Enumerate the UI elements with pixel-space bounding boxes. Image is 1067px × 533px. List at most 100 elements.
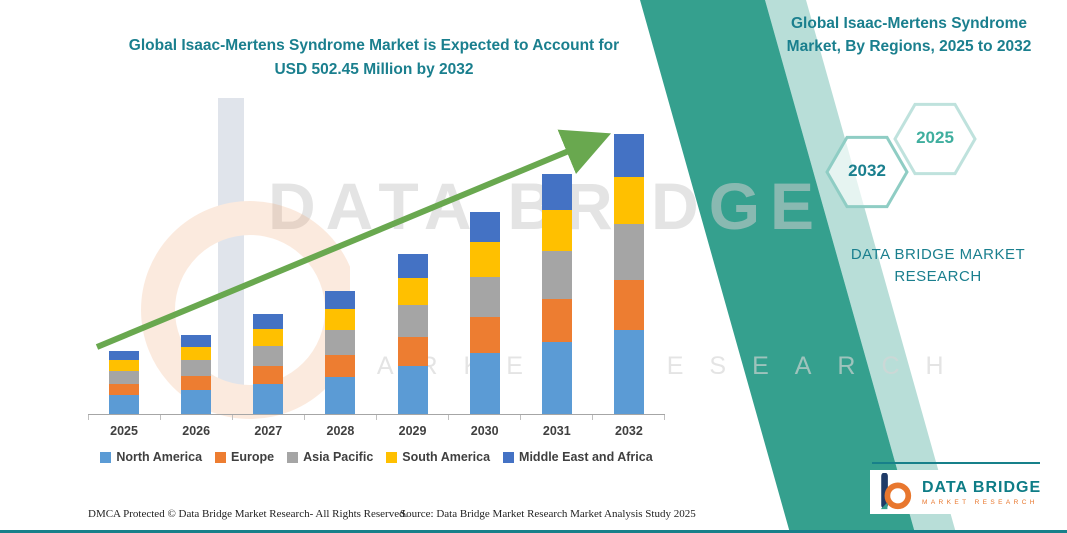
bar-column: [541, 174, 572, 414]
right-panel-brand-caption: DATA BRIDGE MARKET RESEARCH: [850, 246, 1026, 285]
bar-column: [109, 351, 140, 414]
bar-segment: [469, 353, 500, 414]
bar-segment: [253, 366, 284, 384]
bars-area: [88, 120, 665, 415]
bar-segment: [325, 309, 356, 330]
bar-column: [253, 314, 284, 414]
x-axis-tick: [161, 415, 233, 420]
bar-segment: [469, 212, 500, 242]
brand-logo-name: DATA BRIDGE: [922, 478, 1042, 496]
bar-segment: [253, 329, 284, 346]
bar-segment: [613, 177, 644, 224]
x-axis-label: 2028: [326, 424, 355, 438]
data-bridge-logo-icon: [880, 473, 912, 510]
legend-item: Asia Pacific: [287, 450, 373, 464]
bar-segment: [253, 314, 284, 329]
bar-segment: [613, 330, 644, 414]
legend-label: Asia Pacific: [303, 450, 374, 464]
bar-segment: [109, 360, 140, 371]
bar-segment: [541, 342, 572, 414]
bar-segment: [181, 390, 212, 414]
legend-swatch: [215, 451, 227, 463]
bar-column: [469, 212, 500, 414]
bar-segment: [397, 305, 428, 337]
right-panel-title: Global Isaac-Mertens Syndrome Market, By…: [786, 15, 1032, 56]
bar-segment: [181, 335, 212, 347]
bar-segment: [109, 384, 140, 395]
x-axis-label: 2025: [110, 424, 138, 438]
x-axis-ticks: [88, 415, 665, 420]
bar-segment: [181, 360, 212, 376]
legend-label: Europe: [231, 450, 275, 464]
bar-segment: [181, 347, 212, 360]
footer-dmca-text: DMCA Protected © Data Bridge Market Rese…: [88, 508, 408, 520]
bottom-accent-rule: [0, 530, 1067, 533]
bar-segment: [325, 377, 356, 414]
legend-item: North America: [100, 450, 202, 464]
bar-segment: [613, 134, 644, 177]
teal-diagonal-band-light: [765, 0, 956, 533]
brand-logo-texts: DATA BRIDGE MARKET RESEARCH: [922, 479, 1041, 506]
hexagon-2025-label: 2025: [916, 128, 954, 147]
legend-item: Europe: [215, 450, 274, 464]
logo-divider-rule: [872, 462, 1040, 464]
legend-swatch: [503, 451, 515, 463]
bar-segment: [613, 224, 644, 280]
chart-plot: 2025 2026 2027 2028 2029 2030 2031 2032: [88, 120, 665, 438]
bar-segment: [469, 242, 500, 277]
x-axis-label: 2032: [615, 424, 643, 438]
bar-segment: [109, 351, 140, 360]
x-axis-label: 2026: [182, 424, 211, 438]
bar-segment: [541, 210, 572, 251]
teal-diagonal-band: [640, 0, 915, 533]
x-axis-label: 2027: [254, 424, 283, 438]
bar-segment: [397, 337, 428, 366]
x-axis-tick: [305, 415, 377, 420]
bar-column: [325, 291, 356, 414]
bar-segment: [541, 299, 572, 342]
legend-label: North America: [116, 450, 203, 464]
bar-segment: [397, 366, 428, 414]
x-axis-label: 2029: [398, 424, 427, 438]
legend-swatch: [386, 451, 398, 463]
hexagon-2032-shape: [825, 135, 909, 209]
bar-column: [397, 254, 428, 414]
bar-segment: [541, 174, 572, 210]
bar-segment: [181, 376, 212, 390]
legend-item: Middle East and Africa: [503, 450, 653, 464]
bar-segment: [469, 277, 500, 317]
x-axis-label: 2031: [542, 424, 571, 438]
bar-segment: [109, 395, 140, 414]
bar-segment: [613, 280, 644, 330]
legend-item: South America: [386, 450, 490, 464]
bar-segment: [397, 278, 428, 305]
bar-segment: [325, 291, 356, 309]
trend-arrow-icon: [95, 129, 612, 350]
legend-swatch: [100, 451, 112, 463]
trend-arrow-line: [95, 129, 612, 350]
brand-logo-tagline: MARKET RESEARCH: [922, 498, 1038, 506]
legend-label: Middle East and Africa: [519, 450, 653, 464]
bar-segment: [541, 251, 572, 299]
chart-title: Global Isaac-Mertens Syndrome Market is …: [128, 37, 620, 79]
x-axis-tick: [593, 415, 665, 420]
watermark-databridge-text: DATA BRIDGE: [268, 169, 825, 243]
x-axis-tick: [521, 415, 593, 420]
x-axis-tick: [377, 415, 449, 420]
x-axis-tick: [89, 415, 161, 420]
chart-legend: North America Europe Asia Pacific South Ame…: [78, 450, 675, 464]
x-axis-tick: [449, 415, 521, 420]
bar-segment: [325, 355, 356, 377]
bar-segment: [109, 371, 140, 384]
footer-source-text: Source: Data Bridge Market Research Mark…: [400, 508, 696, 520]
legend-swatch: [287, 451, 299, 463]
bar-segment: [397, 254, 428, 278]
legend-label: South America: [402, 450, 491, 464]
bar-column: [613, 134, 644, 414]
hexagon-2025-shape: [893, 102, 977, 176]
x-axis-label: 2030: [470, 424, 499, 438]
brand-logo: DATA BRIDGE MARKET RESEARCH: [870, 470, 1048, 514]
bar-segment: [253, 384, 284, 414]
